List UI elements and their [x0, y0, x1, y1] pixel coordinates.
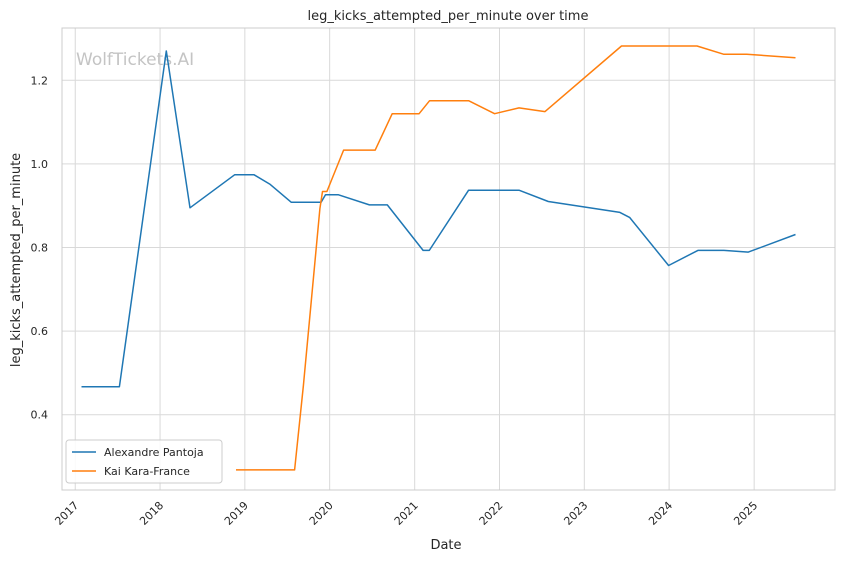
legend: Alexandre Pantoja Kai Kara-France	[65, 439, 223, 484]
y-tick-label: 0.4	[31, 409, 49, 422]
series-line-2	[236, 45, 796, 471]
grid	[62, 28, 835, 490]
y-axis-label: leg_kicks_attempted_per_minute	[9, 153, 24, 367]
y-tick-label: 1.2	[31, 74, 49, 87]
series-lines	[81, 45, 796, 471]
y-tick-label: 0.8	[31, 242, 49, 255]
watermark-text: WolfTickets.AI	[76, 50, 194, 70]
axes-frame	[61, 27, 836, 491]
legend-label: Alexandre Pantoja	[104, 446, 204, 459]
y-tick-label: 1.0	[31, 158, 49, 171]
legend-box	[65, 439, 223, 484]
series-line-1	[81, 50, 796, 388]
x-axis-label: Date	[430, 538, 461, 553]
chart-title: leg_kicks_attempted_per_minute over time	[308, 9, 589, 24]
legend-label: Kai Kara-France	[104, 465, 190, 478]
y-tick-label: 0.6	[31, 325, 49, 338]
y-tick-labels: 0.4 0.6 0.8 1.0 1.2	[31, 74, 49, 421]
